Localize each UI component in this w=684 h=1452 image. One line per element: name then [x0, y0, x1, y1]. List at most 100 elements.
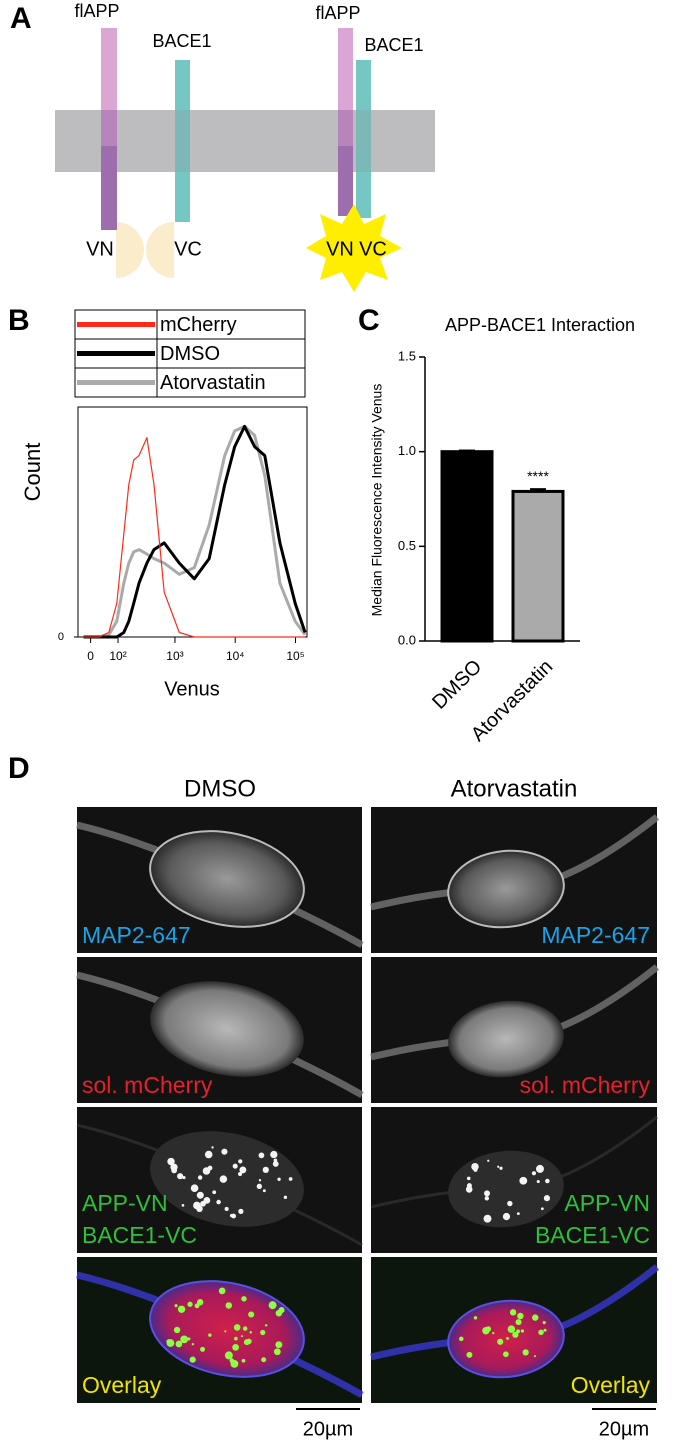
- puncta: [177, 1173, 184, 1180]
- puncta: [545, 1178, 550, 1184]
- puncta: [275, 1341, 283, 1349]
- puncta: [288, 1177, 293, 1181]
- puncta: [175, 1340, 183, 1348]
- micrograph: sol. mCherry: [370, 957, 660, 1103]
- panel-letter: B: [8, 304, 30, 337]
- y-tick-label: 1.0: [398, 443, 416, 458]
- puncta: [283, 1195, 288, 1200]
- channel-label: APP-VN: [82, 1190, 168, 1216]
- vc-half: [146, 222, 174, 278]
- puncta: [258, 1179, 262, 1182]
- puncta: [522, 1349, 529, 1356]
- channel-label: BACE1-VC: [535, 1222, 650, 1248]
- puncta: [196, 1191, 204, 1199]
- puncta: [193, 1201, 201, 1210]
- puncta: [538, 1329, 544, 1336]
- puncta: [512, 1331, 519, 1338]
- puncta: [466, 1183, 472, 1189]
- puncta: [484, 1196, 490, 1201]
- flapp-bar: [101, 110, 117, 146]
- puncta: [225, 1302, 233, 1309]
- puncta: [543, 1328, 547, 1332]
- flapp-bar: [101, 28, 117, 110]
- puncta: [167, 1157, 175, 1166]
- series-line: [83, 424, 307, 639]
- puncta: [264, 1324, 268, 1327]
- puncta: [224, 1330, 227, 1333]
- puncta: [536, 1179, 540, 1184]
- micrograph: MAP2-647: [370, 807, 660, 953]
- puncta: [189, 1356, 196, 1363]
- puncta: [216, 1199, 221, 1205]
- label-vn: VN: [326, 238, 354, 260]
- puncta: [241, 1358, 246, 1363]
- membrane: [55, 110, 435, 172]
- puncta: [519, 1176, 528, 1185]
- puncta: [256, 1183, 263, 1190]
- puncta: [492, 1331, 495, 1335]
- vn-half: [116, 222, 144, 278]
- puncta: [249, 1331, 253, 1334]
- y-tick-label: 0.0: [398, 632, 416, 647]
- puncta: [224, 1206, 229, 1212]
- chart-title: APP-BACE1 Interaction: [445, 315, 635, 335]
- puncta: [170, 1163, 178, 1171]
- bace1-bar: [356, 60, 371, 110]
- bar: [511, 489, 565, 643]
- y-tick-label: 1.5: [398, 348, 416, 363]
- puncta: [466, 1351, 473, 1358]
- micrograph: Overlay: [370, 1257, 660, 1403]
- puncta: [520, 1329, 525, 1333]
- micrograph: MAP2-647: [76, 807, 364, 953]
- bace1-bar: [356, 172, 371, 218]
- puncta: [268, 1301, 277, 1310]
- scale-bar-label: 20µm: [599, 1418, 649, 1440]
- puncta: [471, 1162, 479, 1171]
- puncta: [459, 1336, 464, 1342]
- puncta: [218, 1287, 226, 1295]
- channel-label: MAP2-647: [541, 922, 650, 948]
- y-tick-label: 0: [58, 631, 64, 643]
- x-axis-label: Venus: [164, 678, 220, 700]
- scale-bar-label: 20µm: [303, 1418, 353, 1440]
- series-line: [83, 437, 306, 638]
- micrograph: Overlay: [76, 1257, 364, 1403]
- puncta: [261, 1357, 267, 1363]
- puncta: [221, 1148, 228, 1155]
- puncta: [239, 1166, 247, 1174]
- puncta: [275, 1309, 283, 1317]
- puncta: [277, 1177, 281, 1181]
- puncta: [485, 1326, 492, 1332]
- label-flapp: flAPP: [315, 3, 360, 23]
- puncta: [190, 1184, 199, 1193]
- puncta: [531, 1171, 536, 1176]
- legend-label: DMSO: [160, 343, 220, 365]
- panel-letter: C: [358, 304, 380, 337]
- label-vn: VN: [86, 238, 114, 260]
- puncta: [270, 1150, 278, 1159]
- puncta: [497, 1338, 504, 1345]
- puncta: [187, 1301, 193, 1307]
- legend-box: [74, 367, 306, 398]
- puncta: [542, 1321, 546, 1325]
- puncta: [543, 1195, 551, 1202]
- puncta: [234, 1336, 238, 1341]
- bace1-bar: [175, 110, 190, 172]
- bace1-bar: [175, 60, 190, 110]
- puncta: [238, 1208, 244, 1214]
- puncta: [272, 1161, 279, 1167]
- flapp-bar: [101, 146, 117, 230]
- puncta: [200, 1346, 206, 1352]
- label-flapp: flAPP: [74, 1, 119, 21]
- puncta: [229, 1213, 234, 1218]
- puncta: [262, 1189, 266, 1193]
- puncta: [499, 1166, 503, 1170]
- annotation: ****: [527, 468, 549, 484]
- puncta: [533, 1355, 537, 1358]
- micrograph: APP-VN BACE1-VC: [370, 1107, 658, 1253]
- puncta: [233, 1324, 241, 1331]
- x-tick-label: 10⁴: [226, 649, 245, 663]
- puncta: [219, 1175, 228, 1183]
- puncta: [242, 1326, 248, 1331]
- puncta: [273, 1348, 281, 1356]
